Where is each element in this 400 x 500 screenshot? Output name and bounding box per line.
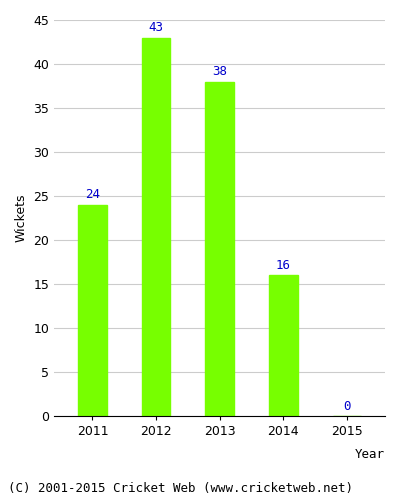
Text: 16: 16: [276, 259, 291, 272]
Text: 43: 43: [148, 21, 164, 34]
Y-axis label: Wickets: Wickets: [15, 194, 28, 242]
Text: 0: 0: [343, 400, 350, 412]
Bar: [205, 82, 234, 416]
Text: 24: 24: [85, 188, 100, 202]
Bar: [269, 276, 298, 416]
Bar: [78, 205, 107, 416]
Text: (C) 2001-2015 Cricket Web (www.cricketweb.net): (C) 2001-2015 Cricket Web (www.cricketwe…: [8, 482, 353, 495]
Bar: [142, 38, 170, 416]
Text: Year: Year: [355, 448, 385, 461]
Text: 38: 38: [212, 65, 227, 78]
